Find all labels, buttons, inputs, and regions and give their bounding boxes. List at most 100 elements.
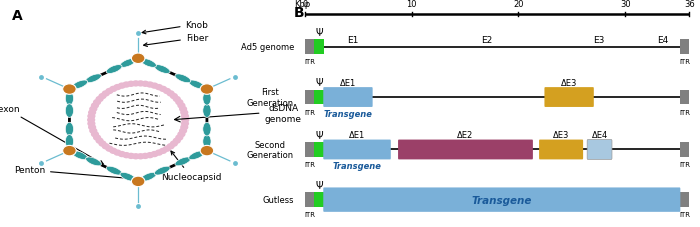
Circle shape [136, 153, 145, 160]
Circle shape [88, 121, 95, 127]
Circle shape [91, 131, 99, 138]
Circle shape [132, 81, 140, 87]
Circle shape [177, 131, 186, 138]
Text: 30: 30 [620, 0, 631, 9]
Text: Ψ: Ψ [315, 28, 323, 38]
Circle shape [102, 91, 110, 97]
Bar [680, 192, 689, 207]
Circle shape [132, 153, 140, 160]
Text: A: A [12, 9, 22, 23]
Circle shape [179, 128, 187, 134]
Ellipse shape [203, 92, 211, 106]
Bar [314, 143, 324, 157]
Ellipse shape [72, 81, 88, 89]
Ellipse shape [65, 123, 74, 136]
FancyBboxPatch shape [587, 140, 612, 160]
Circle shape [173, 138, 181, 144]
Ellipse shape [120, 173, 136, 181]
FancyBboxPatch shape [323, 140, 391, 160]
Text: Transgene: Transgene [472, 195, 532, 205]
Text: dsDNA
genome: dsDNA genome [265, 104, 302, 123]
Circle shape [127, 153, 135, 159]
Ellipse shape [154, 166, 170, 175]
Circle shape [89, 128, 97, 134]
Circle shape [200, 146, 214, 156]
Circle shape [173, 96, 181, 103]
Circle shape [141, 81, 149, 88]
Circle shape [177, 103, 186, 109]
Circle shape [181, 114, 189, 120]
Bar [680, 90, 689, 105]
Ellipse shape [65, 92, 74, 106]
Circle shape [93, 135, 102, 141]
Bar [314, 90, 324, 105]
Ellipse shape [189, 81, 204, 89]
Ellipse shape [175, 74, 191, 83]
Circle shape [118, 151, 126, 158]
Circle shape [175, 135, 183, 141]
Ellipse shape [141, 173, 156, 181]
Text: 20: 20 [513, 0, 524, 9]
Circle shape [180, 124, 188, 131]
Text: Knob: Knob [142, 20, 209, 35]
Circle shape [113, 150, 122, 156]
Circle shape [118, 83, 126, 89]
Circle shape [122, 152, 130, 159]
Circle shape [63, 84, 76, 95]
Text: Hexon: Hexon [0, 104, 104, 164]
Text: ITR: ITR [304, 161, 315, 167]
Ellipse shape [141, 59, 156, 68]
Text: ITR: ITR [304, 59, 315, 65]
Circle shape [163, 146, 171, 152]
Text: Ψ: Ψ [315, 130, 323, 140]
Circle shape [132, 54, 145, 64]
Ellipse shape [203, 123, 211, 136]
Ellipse shape [65, 135, 74, 149]
FancyBboxPatch shape [398, 140, 533, 160]
Ellipse shape [72, 151, 88, 160]
Circle shape [179, 106, 187, 113]
Ellipse shape [175, 157, 191, 166]
Circle shape [150, 83, 159, 89]
Text: Transgene: Transgene [323, 110, 372, 118]
Text: ΔE1: ΔE1 [349, 131, 365, 139]
Circle shape [150, 151, 159, 158]
Circle shape [159, 148, 167, 154]
Circle shape [136, 81, 145, 87]
Bar [304, 143, 314, 157]
Text: 0: 0 [302, 0, 307, 9]
Ellipse shape [85, 157, 101, 166]
Circle shape [170, 94, 178, 100]
Circle shape [113, 84, 122, 91]
Text: ΔE3: ΔE3 [553, 131, 569, 139]
FancyBboxPatch shape [323, 188, 680, 212]
Circle shape [155, 150, 163, 156]
Bar [304, 90, 314, 105]
Text: ITR: ITR [679, 161, 690, 167]
Ellipse shape [203, 135, 211, 149]
Ellipse shape [120, 59, 136, 68]
Ellipse shape [106, 65, 122, 74]
Circle shape [89, 106, 97, 113]
Bar [304, 40, 314, 55]
Circle shape [93, 99, 102, 106]
Circle shape [109, 148, 118, 154]
Bar [304, 192, 314, 207]
Text: Penton: Penton [14, 166, 134, 180]
Ellipse shape [189, 151, 204, 160]
Circle shape [105, 88, 113, 95]
Text: ΔE1: ΔE1 [340, 78, 356, 87]
Circle shape [127, 81, 135, 88]
Circle shape [132, 176, 145, 187]
Circle shape [146, 152, 154, 159]
Text: Nucleocapsid: Nucleocapsid [161, 151, 221, 182]
Circle shape [181, 121, 189, 127]
Text: Ad5 genome: Ad5 genome [241, 43, 294, 52]
Bar [314, 192, 324, 207]
Circle shape [170, 141, 178, 147]
Circle shape [105, 146, 113, 152]
Text: ITR: ITR [679, 211, 690, 217]
Text: 36: 36 [684, 0, 694, 9]
Circle shape [181, 117, 189, 123]
Bar [314, 40, 324, 55]
